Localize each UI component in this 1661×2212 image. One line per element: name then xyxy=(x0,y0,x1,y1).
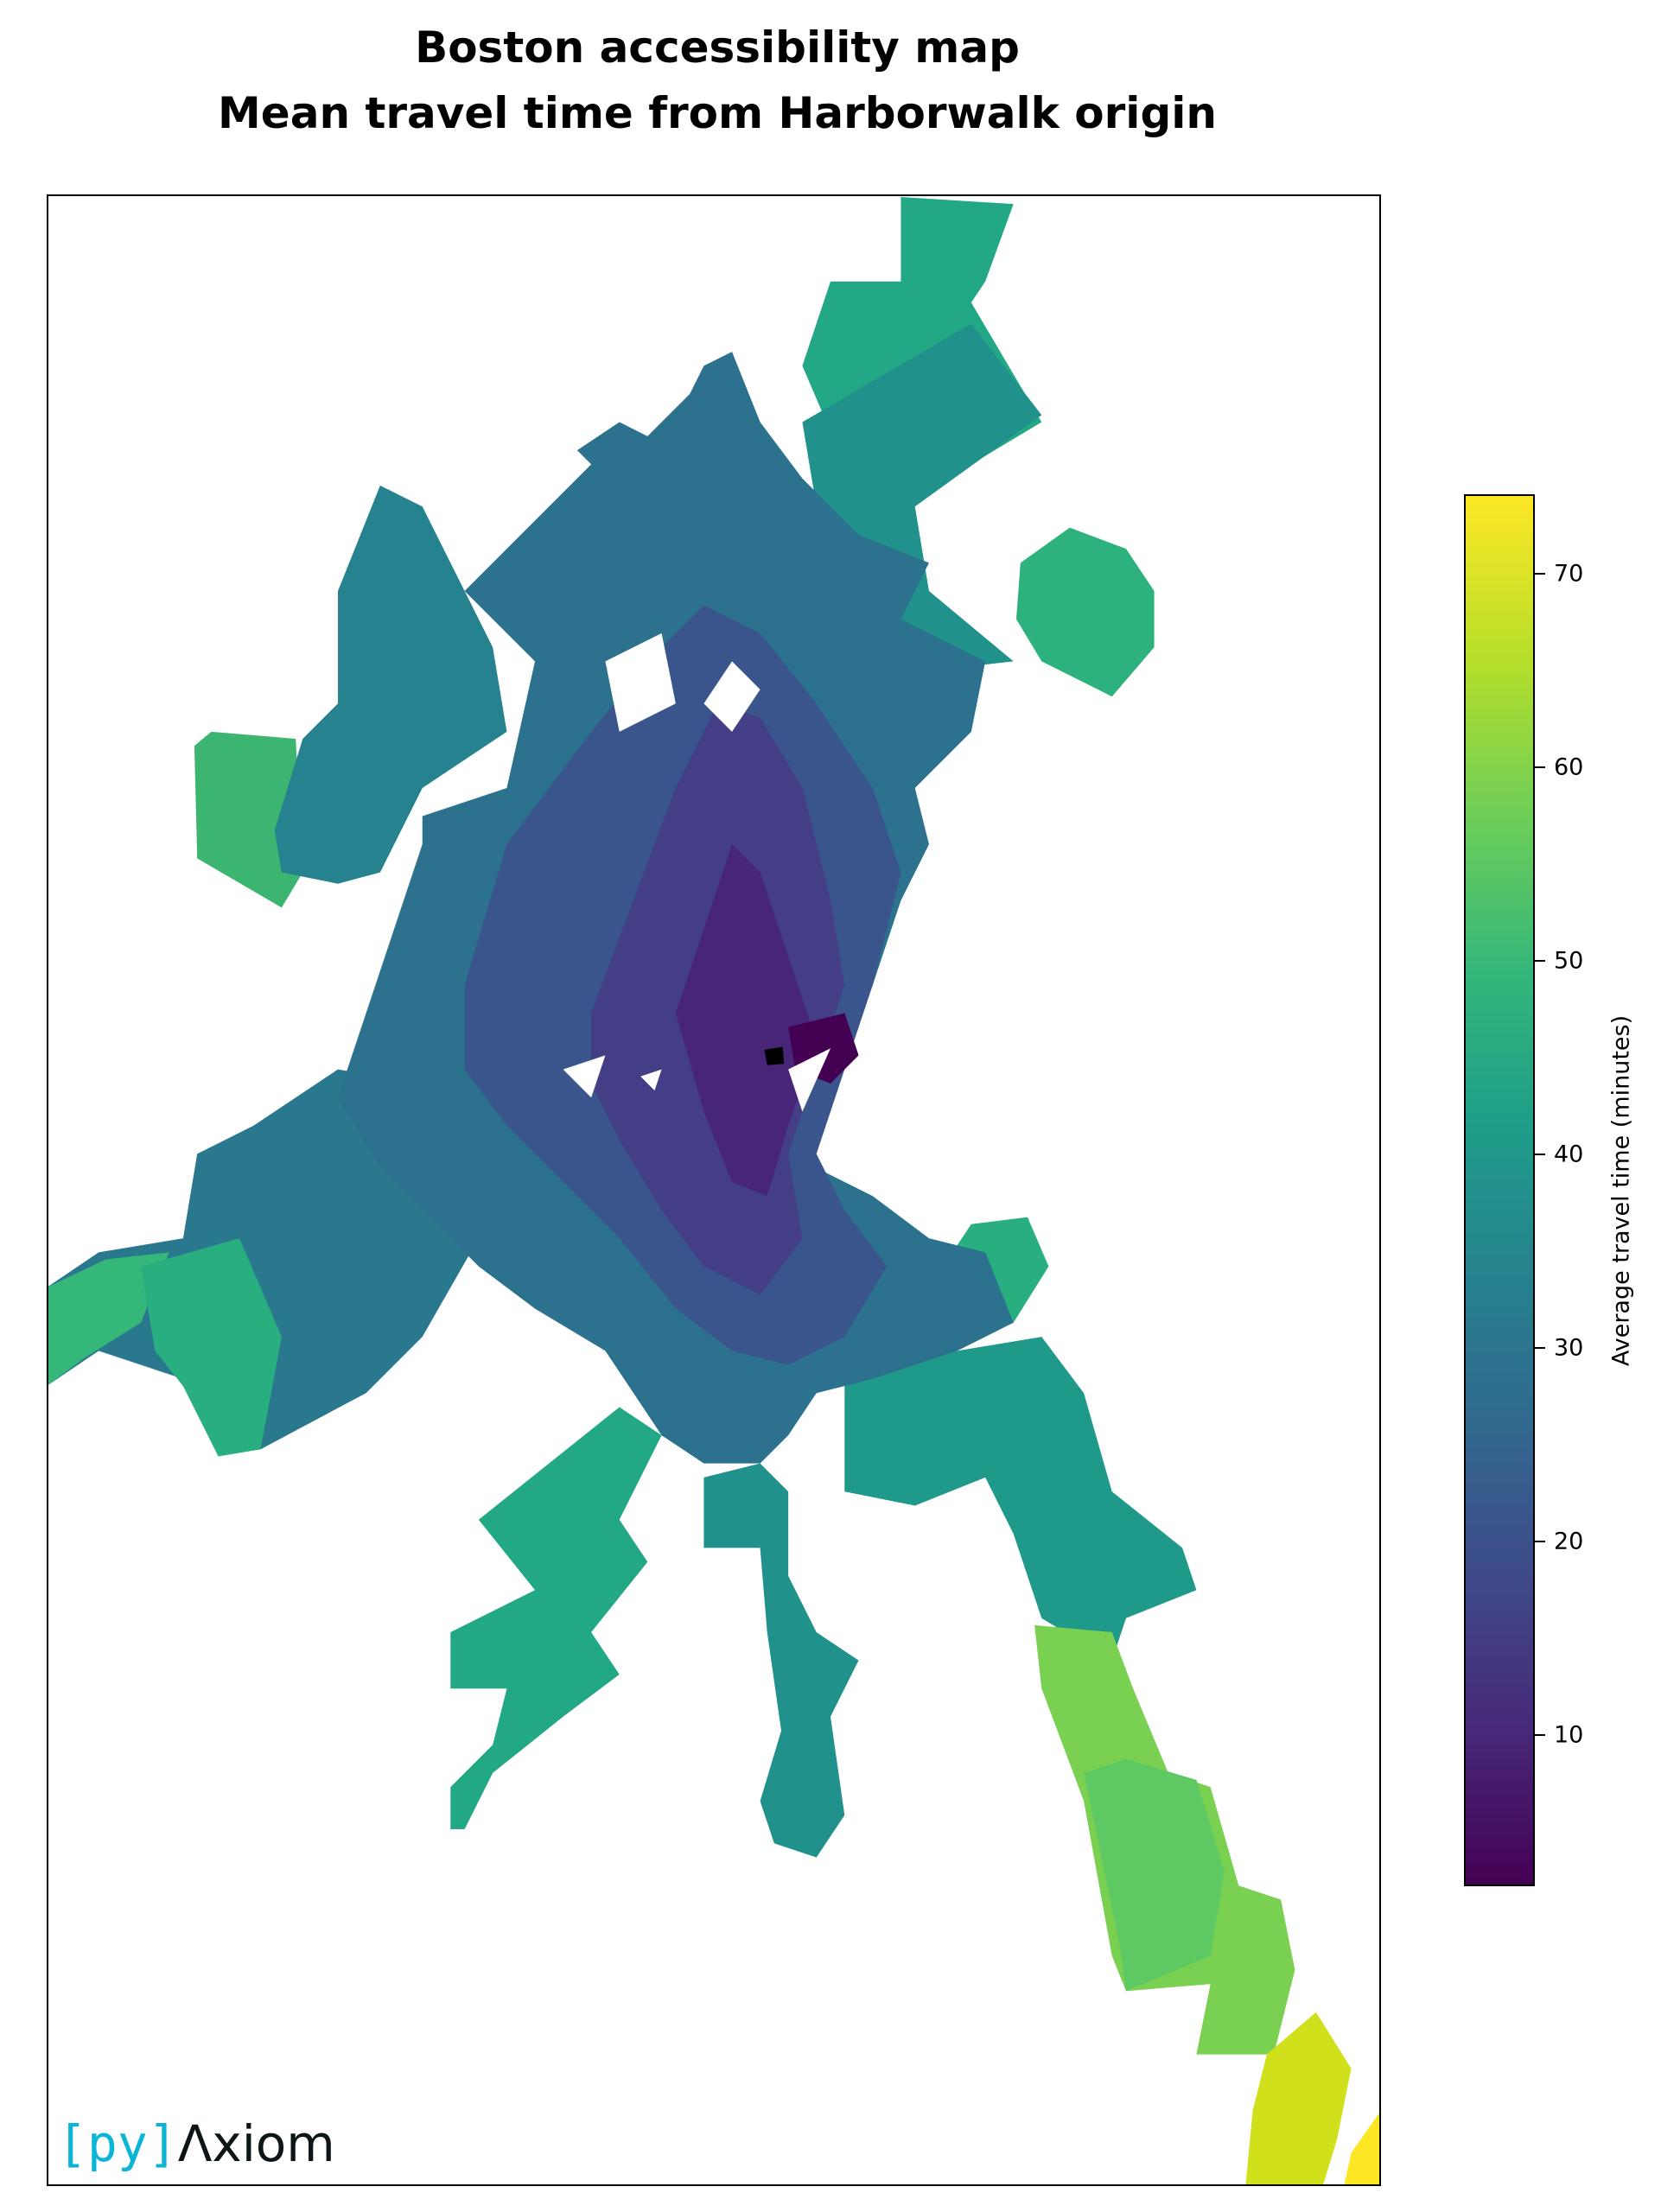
region-nw-green xyxy=(194,731,303,908)
colorbar-tick xyxy=(1535,1347,1545,1350)
region-far-se xyxy=(1245,2012,1352,2186)
pyaxiom-logo: [py] Λxiom xyxy=(57,2108,335,2169)
colorbar-tick-label: 40 xyxy=(1554,1141,1584,1168)
origin-marker xyxy=(764,1046,785,1065)
colorbar-label: Average travel time (minutes) xyxy=(1607,1014,1635,1367)
colorbar-tick-label: 30 xyxy=(1554,1334,1584,1362)
logo-py: [py] xyxy=(57,2114,178,2173)
region-holes xyxy=(563,632,1014,1211)
region-nw-arm xyxy=(274,485,507,884)
region-center xyxy=(675,844,817,1197)
colorbar-tick xyxy=(1535,572,1545,575)
region-se-green xyxy=(1084,1758,1225,1992)
colorbar-tick-label: 50 xyxy=(1554,947,1584,975)
region-sw-arm xyxy=(450,1407,662,1830)
colorbar-tick-label: 20 xyxy=(1554,1528,1584,1555)
colorbar-tick-label: 10 xyxy=(1554,1721,1584,1749)
title-line-1: Boston accessibility map xyxy=(415,22,1020,73)
colorbar-tick xyxy=(1535,1734,1545,1737)
title-line-2: Mean travel time from Harborwalk origin xyxy=(218,88,1217,138)
logo-axiom: Λxiom xyxy=(177,2114,335,2173)
colorbar xyxy=(1464,494,1535,1886)
region-west-teal xyxy=(141,1238,282,1457)
region-west-green xyxy=(46,1252,169,1387)
region-south-arm xyxy=(703,1463,859,1858)
colorbar-tick-label: 60 xyxy=(1554,753,1584,781)
map-frame xyxy=(47,194,1381,2186)
colorbar-tick xyxy=(1535,959,1545,962)
colorbar-tick xyxy=(1535,1541,1545,1543)
region-east-island xyxy=(1015,527,1155,697)
region-se-arm xyxy=(844,1337,1197,1661)
colorbar-tick-label: 70 xyxy=(1554,560,1584,588)
region-far-se-corner xyxy=(1344,2110,1381,2186)
colorbar-tick xyxy=(1535,1154,1545,1156)
colorbar-tick xyxy=(1535,766,1545,768)
region-core xyxy=(338,352,1014,1464)
